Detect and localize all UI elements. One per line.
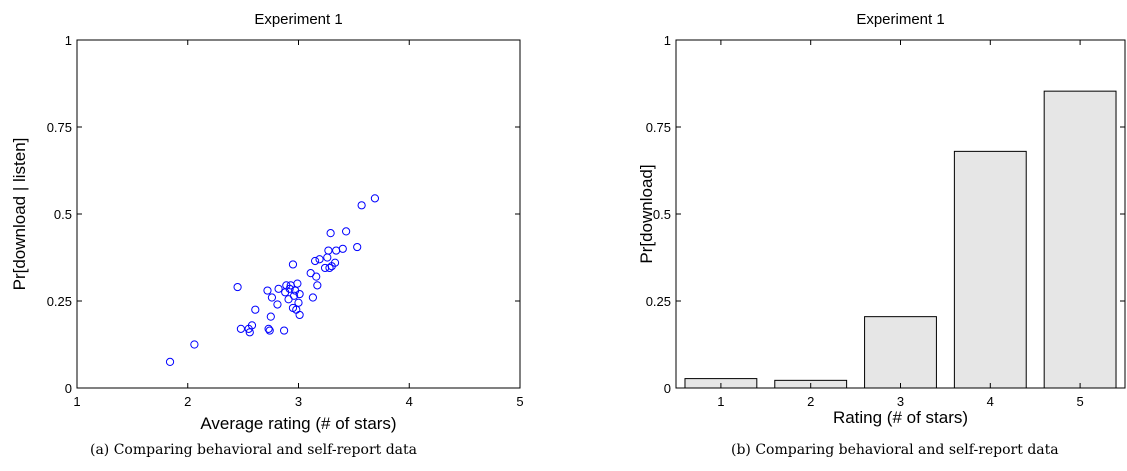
x-axis-label: Average rating (# of stars): [200, 414, 396, 433]
bar: [864, 316, 937, 389]
x-tick-label: 3: [295, 394, 302, 409]
data-point: [295, 310, 304, 320]
data-point: [357, 201, 366, 210]
y-tick-label: 0.5: [653, 207, 671, 222]
y-tick-label: 0.25: [646, 294, 671, 309]
data-point: [342, 227, 351, 236]
x-tick-label: 3: [897, 394, 904, 409]
data-point: [315, 255, 324, 264]
data-point: [236, 324, 246, 333]
x-tick-label: 4: [406, 394, 413, 409]
data-point: [190, 340, 199, 349]
y-tick-label: 0: [65, 381, 72, 396]
data-point: [266, 312, 275, 321]
y-tick-label: 1: [664, 33, 671, 48]
y-tick-label: 1: [65, 33, 72, 48]
x-tick-label: 1: [717, 394, 724, 409]
data-point: [251, 305, 260, 314]
data-point: [308, 293, 317, 302]
scatter-chart: Experiment 1 Average rating (# of stars)…: [10, 11, 524, 433]
plot-frame: [76, 39, 521, 389]
data-point: [311, 256, 320, 266]
figure-caption: (b) Comparing behavioral and self-report…: [731, 442, 1059, 458]
data-point: [330, 258, 340, 267]
x-axis-label: Rating (# of stars): [833, 408, 968, 427]
data-point: [247, 321, 257, 330]
x-tick-label: 4: [987, 394, 994, 409]
x-tick-label: 5: [516, 394, 523, 409]
data-point: [353, 242, 362, 252]
bar: [1043, 90, 1117, 389]
x-tick-label: 1: [73, 394, 80, 409]
data-point: [293, 279, 302, 288]
data-point: [285, 284, 294, 293]
data-point: [313, 281, 322, 290]
data-point: [274, 284, 283, 293]
data-point: [288, 260, 298, 269]
data-point: [263, 286, 272, 295]
data-point: [294, 298, 303, 307]
data-point: [273, 300, 282, 309]
data-point: [326, 229, 335, 238]
data-point: [280, 326, 289, 335]
data-point: [267, 293, 277, 302]
x-tick-label: 5: [1076, 394, 1083, 409]
data-point: [370, 194, 380, 203]
y-axis-label: Pr[download]: [637, 164, 656, 263]
y-tick-label: 0: [664, 381, 671, 396]
data-point: [265, 326, 274, 335]
chart-title: Experiment 1: [856, 11, 944, 28]
y-tick-label: 0.75: [47, 120, 72, 135]
y-tick-label: 0.25: [47, 294, 72, 309]
data-point: [295, 289, 304, 299]
bar-panel: Experiment 1 Rating (# of stars) Pr[down…: [560, 0, 1127, 471]
y-tick-label: 0.5: [54, 207, 72, 222]
data-point: [325, 263, 334, 273]
bar: [953, 150, 1027, 389]
data-point: [338, 244, 347, 253]
data-point: [165, 357, 175, 366]
x-tick-label: 2: [807, 394, 814, 409]
data-point: [289, 291, 299, 300]
chart-title: Experiment 1: [254, 11, 342, 28]
data-point: [264, 324, 273, 333]
scatter-panel: Experiment 1 Average rating (# of stars)…: [0, 0, 560, 471]
data-point: [324, 246, 333, 255]
y-axis-label: Pr[download | listen]: [10, 138, 29, 291]
figure-caption: (a) Comparing behavioral and self-report…: [90, 442, 417, 458]
y-tick-label: 0.75: [646, 120, 671, 135]
data-point: [233, 282, 242, 292]
x-tick-label: 2: [184, 394, 191, 409]
bar-chart: Experiment 1 Rating (# of stars) Pr[down…: [637, 11, 1126, 427]
data-point: [312, 272, 321, 281]
